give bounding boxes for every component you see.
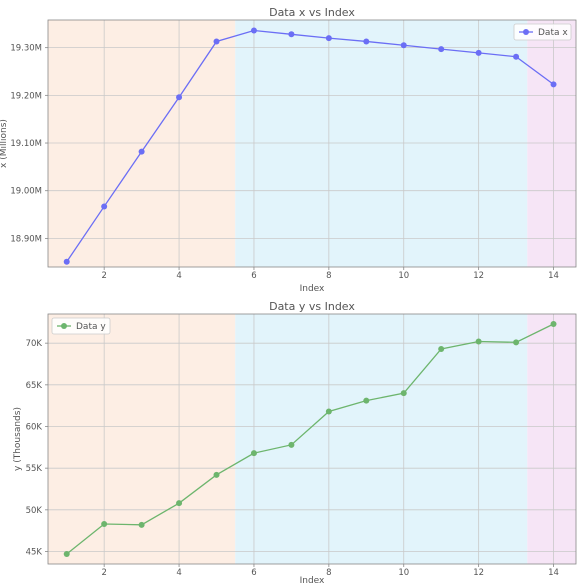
background-band-3 xyxy=(527,20,576,267)
data-point xyxy=(288,31,295,38)
data-point xyxy=(325,35,332,42)
x-axis-label: Index xyxy=(300,284,325,294)
x-tick-label: 4 xyxy=(176,271,181,281)
data-point xyxy=(475,338,482,345)
data-point xyxy=(101,203,108,210)
chart-1: 2 4 6 8 10 12 14 18.90M 19.00M 19.10M 19.20M 19.30M… xyxy=(0,6,577,294)
x-tick-label: 6 xyxy=(251,271,256,281)
y-tick-label: 19.20M xyxy=(10,91,42,101)
data-point xyxy=(138,148,145,155)
y-tick-label: 19.30M xyxy=(10,44,42,54)
y-tick-label: 19.10M xyxy=(10,139,42,149)
chart-title: Data x vs Index xyxy=(269,6,355,19)
legend: Data y xyxy=(51,317,111,335)
data-point xyxy=(438,346,445,352)
chart-title: Data y vs Index xyxy=(269,300,355,313)
x-tick-label: 10 xyxy=(398,568,409,578)
series-line xyxy=(66,323,554,555)
y-tick-label: 19.00M xyxy=(10,187,42,197)
y-tick-label: 70K xyxy=(26,339,43,349)
data-point xyxy=(250,450,257,457)
y-axis-label: y (Thousands) xyxy=(13,407,23,471)
series-line xyxy=(66,29,554,263)
data-point xyxy=(101,521,108,527)
x-tick-label: 6 xyxy=(251,568,256,578)
x-tick-label: 12 xyxy=(473,271,484,281)
chart-2: 2 4 6 8 10 12 14 45K 50K 55K 60K 65K 70K Data y vs In… xyxy=(13,300,577,584)
background-band-1 xyxy=(48,20,236,267)
x-tick-label: 12 xyxy=(473,568,484,578)
y-tick-label: 60K xyxy=(26,423,43,433)
x-tick-label: 2 xyxy=(101,568,106,578)
plot-frame xyxy=(47,19,577,268)
legend: Data x xyxy=(513,23,572,41)
data-point xyxy=(63,258,70,265)
data-point xyxy=(513,339,520,346)
y-tick-label: 65K xyxy=(26,381,43,391)
data-point xyxy=(363,397,370,404)
background-band-2 xyxy=(235,20,528,267)
data-point xyxy=(325,408,332,415)
x-tick-label: 2 xyxy=(101,271,106,281)
legend-box xyxy=(51,317,111,335)
legend-marker xyxy=(523,29,529,35)
y-tick-label: 55K xyxy=(26,464,43,474)
data-point xyxy=(513,53,520,60)
data-point xyxy=(176,500,183,507)
data-point xyxy=(213,471,220,478)
x-tick-label: 4 xyxy=(176,568,181,578)
x-axis-label: Index xyxy=(300,576,325,584)
y-axis-label: x (Millions) xyxy=(0,119,9,168)
legend-label: Data y xyxy=(76,322,106,332)
y-tick-label: 18.90M xyxy=(10,234,42,244)
x-tick-label: 10 xyxy=(398,271,409,281)
data-point xyxy=(550,321,557,327)
x-tick-label: 8 xyxy=(326,568,331,578)
data-point xyxy=(400,390,407,397)
data-point xyxy=(363,38,370,45)
data-point xyxy=(63,551,70,557)
plot-frame xyxy=(47,313,577,565)
x-tick-label: 8 xyxy=(326,271,331,281)
data-point xyxy=(475,49,482,56)
y-tick-label: 45K xyxy=(26,548,43,558)
y-tick-label: 50K xyxy=(26,506,43,516)
data-point xyxy=(438,46,445,53)
background-band-3 xyxy=(527,314,576,564)
data-point xyxy=(550,81,557,88)
legend-box xyxy=(513,23,572,41)
data-point xyxy=(250,27,257,34)
data-point xyxy=(176,94,183,101)
data-point xyxy=(138,521,145,528)
x-tick-label: 14 xyxy=(548,568,559,578)
background-band-2 xyxy=(235,314,528,564)
data-point xyxy=(288,441,295,448)
legend-label: Data x xyxy=(538,28,568,38)
legend-marker xyxy=(61,323,67,329)
data-point xyxy=(213,38,220,45)
x-tick-label: 14 xyxy=(548,271,559,281)
data-point xyxy=(400,42,407,49)
